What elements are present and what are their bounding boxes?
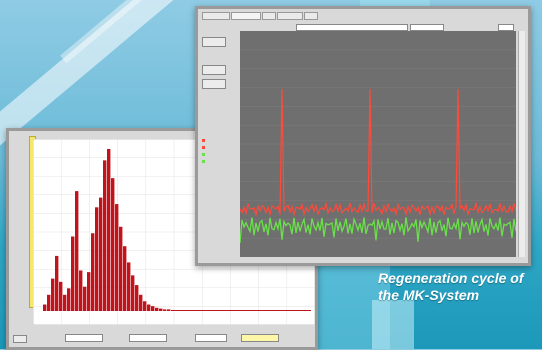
background-square [372,300,414,349]
histogram-bar [151,306,155,311]
histogram-bar [167,309,171,311]
legend-item[interactable] [202,158,224,165]
histogram-bar [103,160,107,311]
histogram-bar [115,204,119,311]
histogram-bar [75,191,79,311]
tab-5[interactable] [304,12,318,20]
right-scale [518,31,525,257]
histogram-bar [47,294,51,311]
tab-3[interactable] [262,12,276,20]
histogram-bar [83,286,87,311]
legend-swatch [202,139,205,142]
histogram-bar [123,246,127,311]
legend-swatch [202,153,205,156]
monitor-window [195,6,531,266]
legend-item[interactable] [202,144,224,151]
histogram-bar [71,236,75,311]
histogram-bar [87,272,91,311]
red-trace [240,88,516,218]
histogram-bar [127,262,131,311]
legend-item[interactable] [202,151,224,158]
histogram-bar [143,301,147,311]
tab-4[interactable] [277,12,303,20]
histogram-bar [55,255,59,311]
histogram-chart [33,139,315,325]
histogram-bar [159,308,163,311]
caption-line-1: Regeneration cycle of [378,270,524,286]
histogram-bar [135,285,139,311]
histogram-bar [155,307,159,311]
histogram-bar [79,270,83,311]
tab-1[interactable] [202,12,230,20]
histogram-bar [67,288,71,311]
left-button-2[interactable] [202,65,226,75]
top-field-1[interactable] [296,24,408,31]
top-field-2[interactable] [410,24,444,31]
histogram-field-4[interactable] [241,334,279,342]
histogram-bar [63,294,67,311]
histogram-bar [43,304,47,311]
legend [202,137,224,165]
caption: Regeneration cycle of the MK-System [378,270,542,304]
histogram-field-2[interactable] [129,334,167,342]
legend-swatch [202,146,205,149]
histogram-button[interactable] [13,335,27,343]
histogram-field-1[interactable] [65,334,103,342]
legend-item[interactable] [202,137,224,144]
monitor-chart [240,31,516,257]
green-trace [240,217,516,244]
histogram-bar [91,233,95,311]
histogram-bar [59,281,63,311]
histogram-bar [51,278,55,311]
histogram-bar [147,304,151,311]
histogram-bar [111,178,115,311]
histogram-bar [131,275,135,311]
histogram-bar [107,149,111,311]
top-field-3[interactable] [498,24,514,31]
tab-strip [202,12,318,20]
left-button-3[interactable] [202,79,226,89]
histogram-bar [139,294,143,311]
histogram-bar [119,226,123,311]
histogram-bar [99,197,103,311]
histogram-bar [163,309,167,311]
histogram-bar [95,207,99,311]
left-button-1[interactable] [202,37,226,47]
tab-2[interactable] [231,12,261,20]
histogram-field-3[interactable] [195,334,227,342]
caption-line-2: the MK-System [378,287,480,303]
legend-swatch [202,160,205,163]
